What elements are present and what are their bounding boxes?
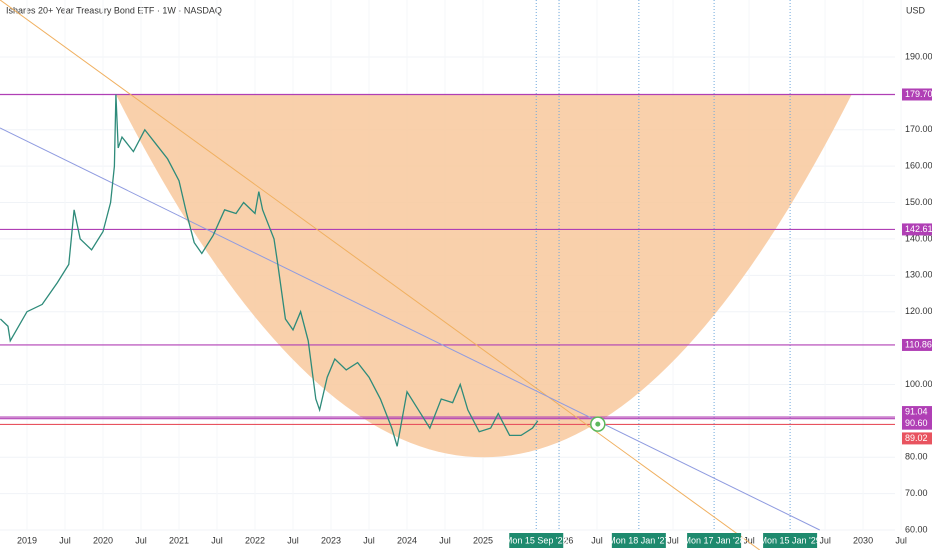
y-tick-label: 60.00 bbox=[905, 524, 928, 534]
x-tick-label: Jul bbox=[211, 535, 223, 545]
y-tick-label: 70.00 bbox=[905, 488, 928, 498]
level-label: 110.86 bbox=[905, 339, 932, 349]
x-tick-label: Jul bbox=[439, 535, 451, 545]
level-label-box bbox=[902, 88, 932, 101]
target-dot bbox=[595, 421, 601, 427]
chart-title: Ishares 20+ Year Treasury Bond ETF · 1W … bbox=[6, 5, 222, 15]
level-label: 179.70 bbox=[905, 89, 932, 99]
y-tick-label: 160.00 bbox=[905, 161, 932, 171]
level-label-box bbox=[902, 406, 932, 419]
x-tick-label: 2024 bbox=[397, 535, 417, 545]
x-tick-label: Jul bbox=[135, 535, 147, 545]
y-tick-label: 130.00 bbox=[905, 270, 932, 280]
x-tick-label: Jul bbox=[667, 535, 679, 545]
x-tick-label: 2020 bbox=[93, 535, 113, 545]
cup-shape bbox=[115, 94, 852, 458]
date-label-box bbox=[763, 533, 818, 548]
y-tick-label: 190.00 bbox=[905, 51, 932, 61]
x-tick-label: 2021 bbox=[169, 535, 189, 545]
date-label: Mon 18 Jan '27 bbox=[608, 535, 669, 545]
date-label: Mon 15 Jan '29 bbox=[759, 535, 820, 545]
x-tick-label: Jul bbox=[363, 535, 375, 545]
price-axis bbox=[895, 0, 932, 550]
date-label-box bbox=[509, 533, 564, 548]
y-tick-label: 120.00 bbox=[905, 306, 932, 316]
price-line bbox=[0, 94, 539, 447]
y-tick-label: 80.00 bbox=[905, 452, 928, 462]
x-tick-label: 2023 bbox=[321, 535, 341, 545]
x-tick-label: Jul bbox=[59, 535, 71, 545]
level-label: 142.61 bbox=[905, 224, 932, 234]
axis-unit: USD bbox=[906, 5, 926, 15]
level-label-box bbox=[902, 223, 932, 236]
level-label-box bbox=[902, 432, 932, 445]
date-label-box bbox=[687, 533, 742, 548]
trend-line bbox=[0, 127, 820, 531]
x-tick-label: Jul bbox=[743, 535, 755, 545]
trend-line bbox=[0, 0, 760, 551]
y-tick-label: 170.00 bbox=[905, 124, 932, 134]
x-tick-label: 2019 bbox=[17, 535, 37, 545]
y-tick-label: 140.00 bbox=[905, 233, 932, 243]
x-tick-label: Jul bbox=[895, 535, 907, 545]
x-tick-label: Jul bbox=[819, 535, 831, 545]
y-tick-label: 150.00 bbox=[905, 197, 932, 207]
x-tick-label: 2022 bbox=[245, 535, 265, 545]
date-label: Mon 15 Sep '25 bbox=[505, 535, 568, 545]
x-tick-label: Jul bbox=[287, 535, 299, 545]
level-label: 89.02 bbox=[905, 433, 928, 443]
x-tick-label: 2025 bbox=[473, 535, 493, 545]
level-label-box bbox=[902, 338, 932, 351]
date-label-box bbox=[611, 533, 666, 548]
date-label: Mon 17 Jan '28 bbox=[683, 535, 744, 545]
x-tick-label: 2030 bbox=[853, 535, 873, 545]
y-tick-label: 100.00 bbox=[905, 379, 932, 389]
x-tick-label: Jul bbox=[591, 535, 603, 545]
level-label-box bbox=[902, 417, 932, 430]
level-label: 90.60 bbox=[905, 418, 928, 428]
level-label: 91.04 bbox=[905, 406, 928, 416]
